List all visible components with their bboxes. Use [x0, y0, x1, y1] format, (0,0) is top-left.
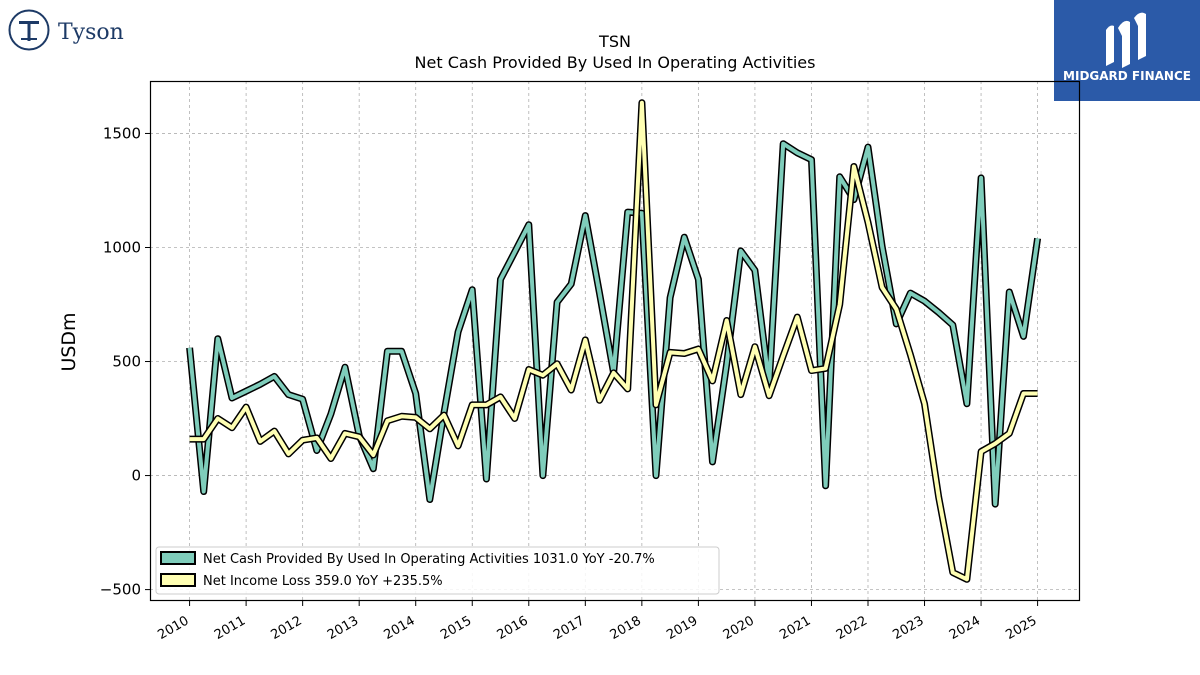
x-axis: 2010 2011 2012 2013 2014 2015 2016 2017 2018 2019…: [155, 601, 1040, 643]
x-tick-label: 2013: [325, 613, 361, 643]
series-layer: [186, 99, 1042, 583]
y-tick-label: −500: [100, 581, 141, 599]
y-axis: −500 0 500 1000 1500: [100, 124, 150, 599]
x-tick-label: 2017: [551, 613, 587, 643]
x-tick-label: 2018: [608, 613, 644, 643]
plot-frame: [149, 80, 1081, 602]
tyson-logo-ring: [8, 9, 50, 51]
legend-label-net-income: Net Income Loss 359.0 YoY +235.5%: [203, 574, 443, 589]
x-tick-label: 2019: [664, 613, 700, 643]
series-line-net-income: [189, 100, 1038, 582]
x-tick-label: 2011: [212, 613, 248, 643]
y-tick-label: 0: [131, 467, 141, 485]
legend: Net Cash Provided By Used In Operating A…: [155, 546, 720, 595]
x-tick-label: 2016: [495, 613, 531, 643]
x-tick-label: 2021: [777, 613, 813, 643]
legend-box: [155, 546, 720, 595]
tyson-logo-text: Tyson: [58, 20, 124, 45]
chart-subtitle: Net Cash Provided By Used In Operating A…: [415, 53, 816, 72]
midgard-logo-text: MIDGARD FINANCE: [1063, 69, 1191, 83]
x-tick-label: 2015: [438, 613, 474, 643]
x-tick-label: 2012: [268, 613, 304, 643]
y-tick-label: 1000: [103, 238, 141, 256]
x-tick-label: 2024: [947, 613, 983, 643]
x-tick-label: 2025: [1003, 613, 1039, 643]
midgard-emblem-icon: [1106, 12, 1146, 68]
y-axis-label: USDm: [58, 312, 80, 371]
x-tick-label: 2020: [721, 613, 757, 643]
x-tick-label: 2022: [834, 613, 870, 643]
legend-swatch-operating-cash: [160, 551, 196, 565]
legend-label-operating-cash: Net Cash Provided By Used In Operating A…: [203, 552, 655, 567]
tyson-logo: Tyson: [8, 8, 148, 52]
chart-title: TSN: [598, 32, 631, 51]
y-tick-label: 1500: [103, 124, 141, 142]
x-tick-label: 2014: [382, 613, 418, 643]
y-tick-label: 500: [112, 353, 141, 371]
x-tick-label: 2010: [155, 613, 191, 643]
series-line-operating-cash: [187, 141, 1040, 507]
x-tick-label: 2023: [890, 613, 926, 643]
midgard-finance-logo: MIDGARD FINANCE: [1054, 0, 1200, 101]
grid: [150, 81, 1080, 601]
legend-swatch-net-income: [160, 573, 196, 587]
